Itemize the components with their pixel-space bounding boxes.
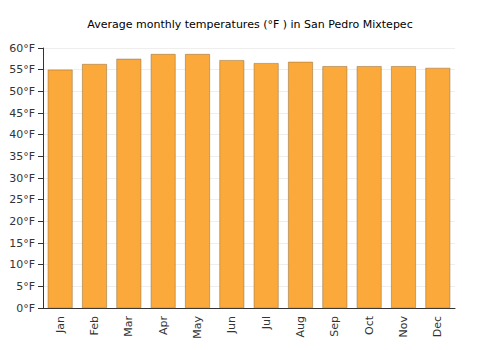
svg-text:15°F: 15°F	[9, 237, 35, 250]
svg-text:5°F: 5°F	[16, 280, 35, 293]
svg-text:Oct: Oct	[363, 315, 376, 335]
svg-text:Jun: Jun	[225, 316, 238, 334]
svg-text:50°F: 50°F	[9, 85, 35, 98]
svg-text:Nov: Nov	[397, 316, 410, 338]
svg-text:30°F: 30°F	[9, 172, 35, 185]
svg-text:Jul: Jul	[260, 316, 273, 330]
svg-text:25°F: 25°F	[9, 193, 35, 206]
svg-text:60°F: 60°F	[9, 42, 35, 55]
svg-text:35°F: 35°F	[9, 150, 35, 163]
svg-text:0°F: 0°F	[16, 302, 35, 315]
svg-text:Sep: Sep	[328, 316, 341, 337]
svg-text:Apr: Apr	[157, 316, 170, 336]
svg-text:55°F: 55°F	[9, 63, 35, 76]
svg-text:40°F: 40°F	[9, 128, 35, 141]
svg-text:Jan: Jan	[54, 316, 67, 334]
svg-text:20°F: 20°F	[9, 215, 35, 228]
svg-text:45°F: 45°F	[9, 107, 35, 120]
svg-text:Aug: Aug	[294, 316, 307, 337]
svg-text:Average monthly temperatures (: Average monthly temperatures (°F ) in Sa…	[87, 18, 412, 31]
svg-text:Feb: Feb	[88, 316, 101, 335]
svg-text:10°F: 10°F	[9, 258, 35, 271]
svg-text:Mar: Mar	[122, 316, 135, 337]
svg-text:May: May	[191, 316, 204, 339]
svg-text:Dec: Dec	[431, 316, 444, 337]
